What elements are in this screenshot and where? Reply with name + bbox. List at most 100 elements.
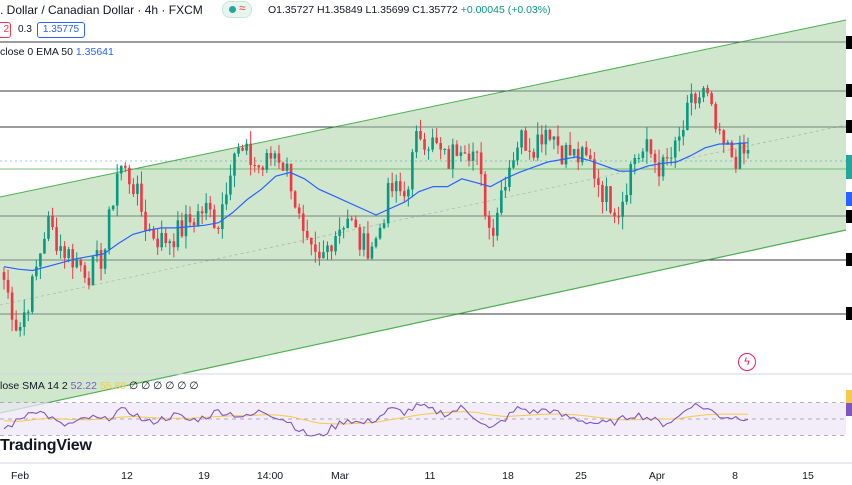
candle: [682, 129, 685, 137]
candle: [346, 218, 349, 229]
candle: [423, 139, 426, 150]
candle: [386, 183, 390, 224]
candle: [665, 157, 669, 159]
last-price-label: [846, 155, 852, 179]
wave-icon: ≈: [239, 1, 246, 15]
candle: [172, 241, 176, 248]
candle: [75, 259, 79, 268]
candle: [657, 162, 661, 177]
candle: [225, 194, 228, 205]
candle: [556, 136, 560, 146]
candle: [649, 139, 653, 154]
candle: [91, 256, 95, 286]
candle: [500, 190, 503, 213]
candle: [528, 150, 531, 152]
candle: [241, 147, 244, 151]
trend-channel: [0, 20, 846, 413]
candle: [119, 165, 123, 174]
candle: [390, 183, 394, 192]
candle: [576, 149, 580, 163]
candle: [447, 149, 451, 169]
candle: [706, 87, 709, 94]
candle: [51, 216, 54, 228]
candle: [6, 279, 10, 293]
candle: [403, 191, 406, 197]
candle: [43, 238, 46, 254]
lightning-icon[interactable]: ϟ: [738, 353, 756, 371]
candle: [589, 155, 592, 160]
candle: [483, 174, 487, 216]
candle: [398, 181, 402, 192]
candle: [459, 152, 463, 156]
market-open-dot-icon: [229, 6, 236, 13]
candle: [641, 151, 645, 158]
candle: [455, 144, 459, 156]
candle: [504, 186, 507, 191]
candle: [479, 152, 483, 175]
candle: [621, 201, 624, 217]
market-status-badge[interactable]: ≈: [222, 1, 252, 18]
rsi-legend[interactable]: lose SMA 14 2 52.22 55.89 ∅ ∅ ∅ ∅ ∅ ∅: [0, 380, 199, 392]
candle: [677, 136, 681, 141]
symbol-title[interactable]: . Dollar / Canadian Dollar · 4h · FXCM: [0, 3, 203, 17]
candle: [516, 147, 519, 161]
x-tick-label: 12: [121, 470, 133, 482]
candle: [366, 233, 370, 259]
x-tick-label: Feb: [10, 470, 30, 482]
candle: [467, 153, 471, 161]
candle: [726, 142, 730, 145]
rsi-legend-label: lose SMA 14 2: [0, 380, 68, 392]
candle: [338, 229, 341, 237]
candle: [305, 230, 309, 238]
candle: [354, 219, 358, 228]
candle: [132, 184, 135, 195]
candle: [411, 152, 414, 190]
candle: [491, 227, 495, 236]
tradingview-logo[interactable]: TradingView: [0, 437, 92, 454]
candle: [95, 250, 99, 257]
candle: [310, 237, 313, 245]
candle: [26, 311, 30, 313]
rsi-line: [3, 402, 749, 437]
ema-legend[interactable]: close 0 EMA 50 1.35641: [0, 46, 114, 58]
candle: [613, 212, 616, 217]
candle: [637, 157, 641, 159]
candle: [208, 202, 212, 210]
ema-legend-label: close 0 EMA 50: [0, 46, 73, 58]
candle: [540, 134, 544, 145]
candle: [536, 134, 540, 158]
candle: [156, 238, 159, 248]
candle: [55, 227, 58, 251]
candle: [532, 151, 535, 158]
ema50-line: [3, 142, 749, 272]
candle: [22, 312, 26, 327]
candle: [233, 153, 236, 176]
buy-price-button[interactable]: 1.35775: [37, 22, 85, 38]
ohlc-change: +0.00045 (+0.03%): [460, 4, 551, 16]
candle: [204, 202, 208, 214]
candle: [597, 178, 600, 185]
candle: [734, 156, 738, 169]
spread-value: 0.3: [18, 24, 32, 35]
candle: [217, 227, 220, 230]
candle: [690, 93, 693, 103]
x-tick-label: 25: [575, 470, 587, 482]
candle: [253, 164, 256, 166]
candle: [605, 186, 608, 203]
candle: [164, 232, 168, 244]
candle: [584, 147, 588, 156]
candle: [378, 227, 382, 239]
candle: [2, 272, 6, 280]
sell-button[interactable]: 2: [0, 22, 11, 38]
candle: [136, 183, 139, 195]
candle: [669, 157, 673, 159]
candle: [249, 143, 252, 165]
ohlc-readout: O1.35727 H1.35849 L1.35699 C1.35772 +0.0…: [268, 4, 551, 16]
candle: [661, 157, 665, 177]
candle: [293, 191, 297, 208]
candle: [285, 163, 289, 171]
candle: [152, 228, 155, 239]
candle: [572, 149, 576, 156]
rsi-sma-legend-value: 55.89: [99, 380, 127, 392]
